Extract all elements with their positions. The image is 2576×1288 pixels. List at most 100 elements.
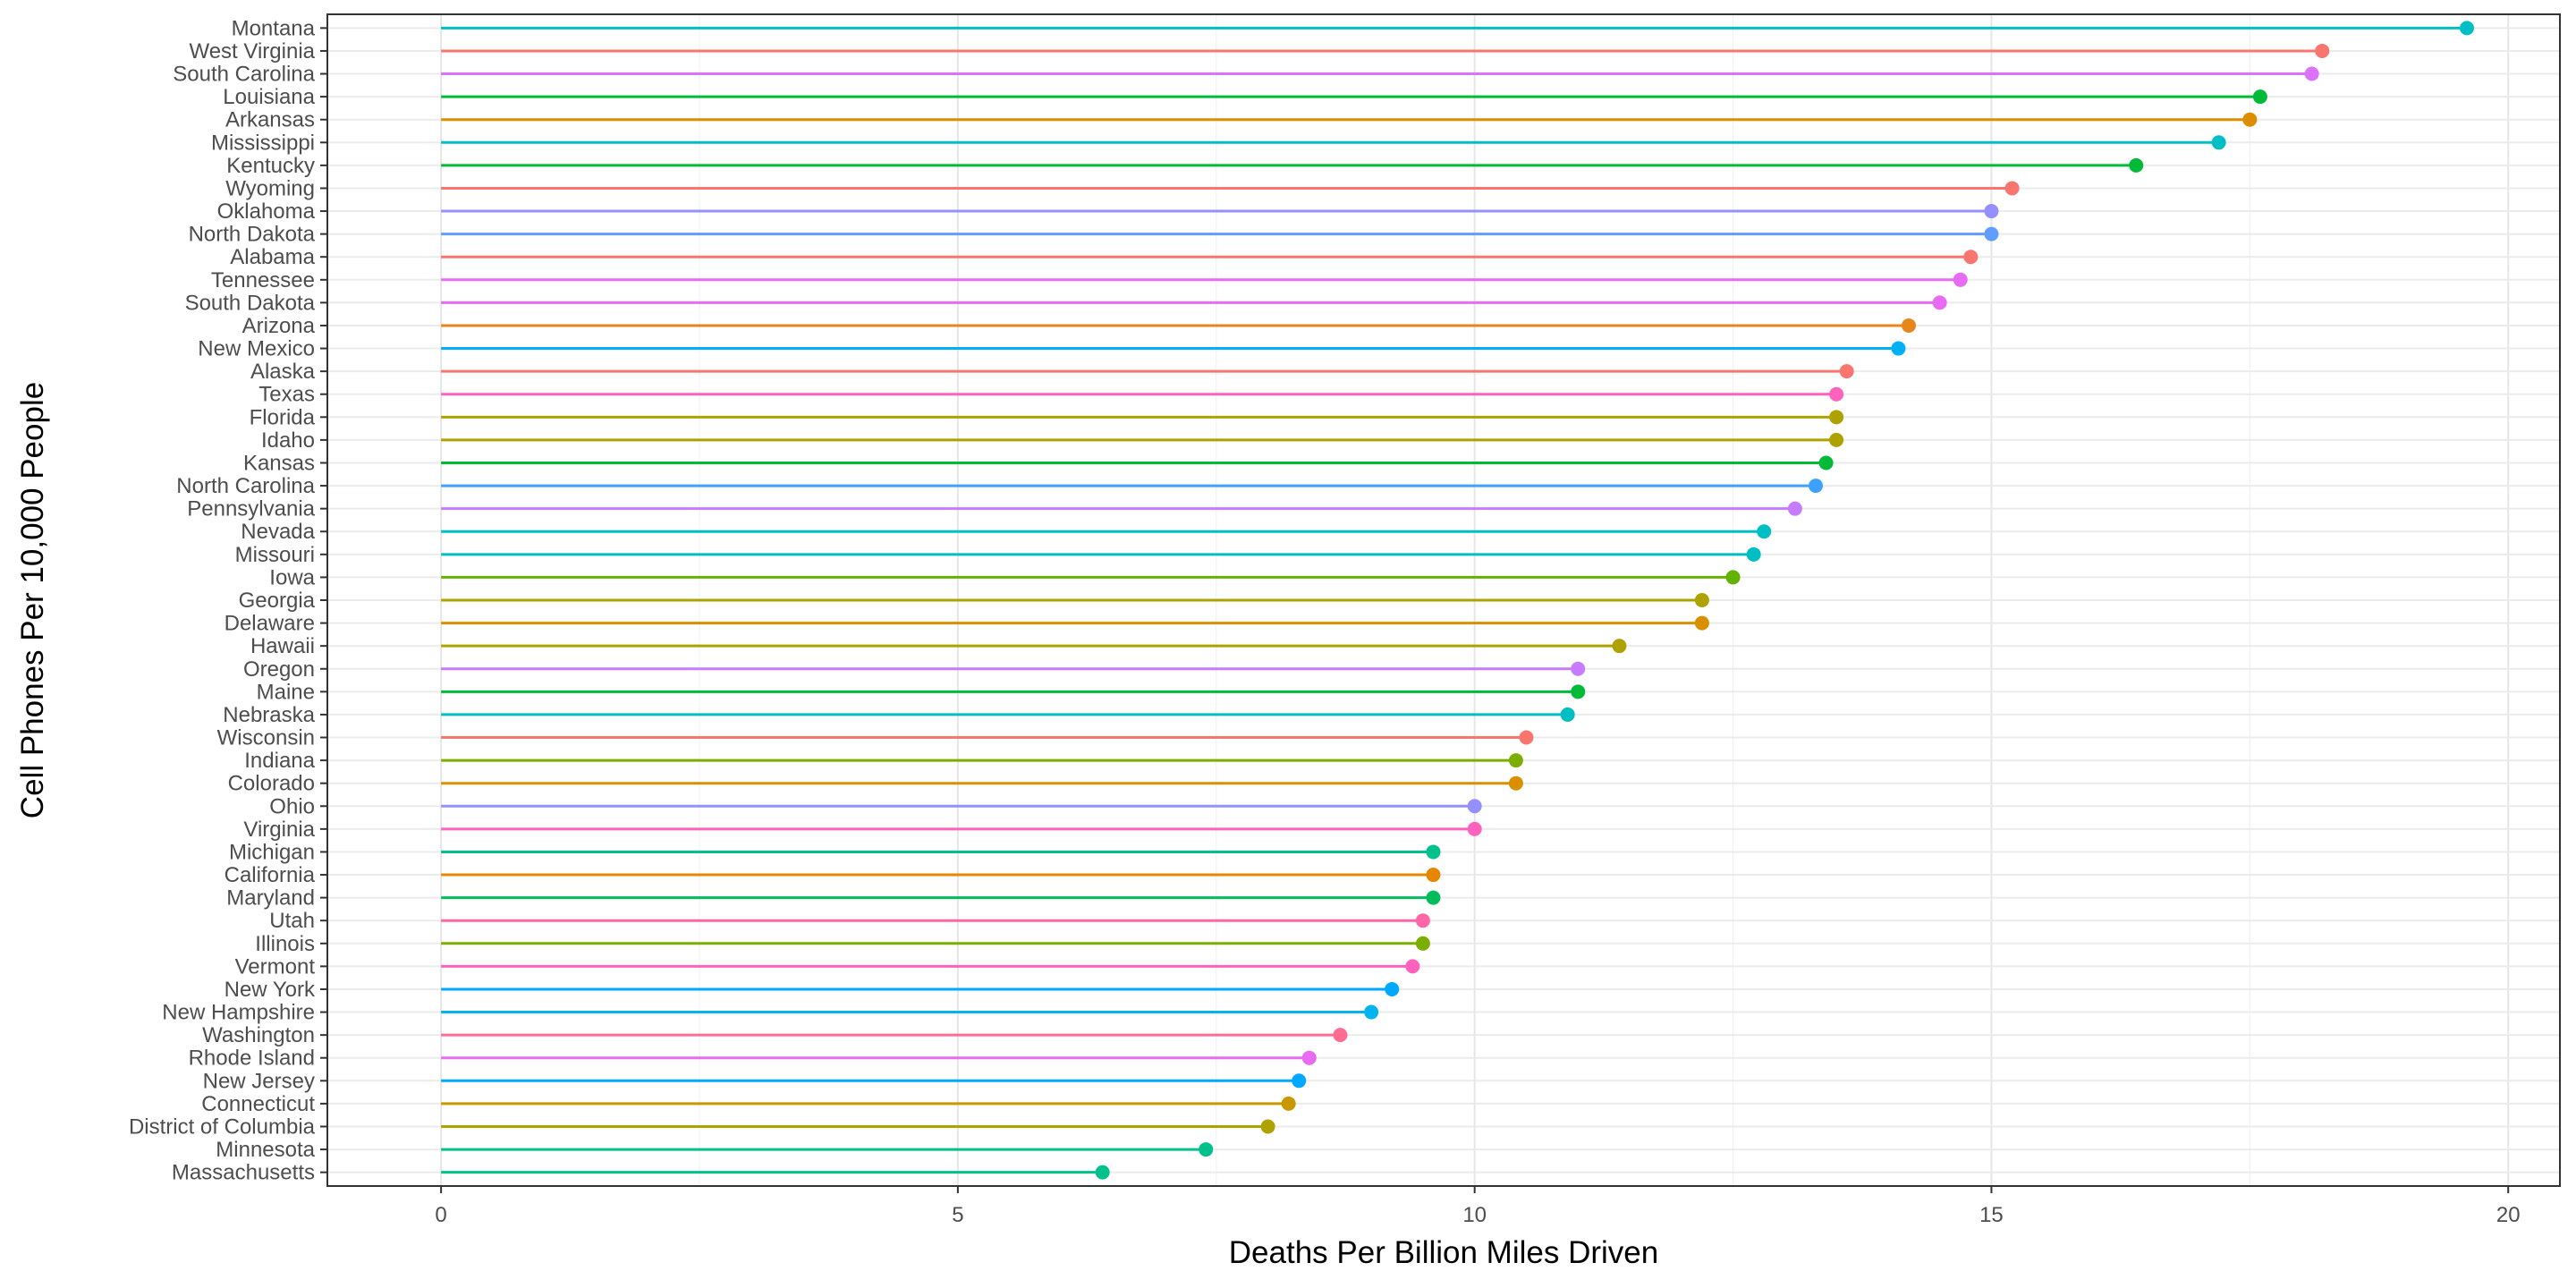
lollipop-point [1725, 570, 1741, 585]
lollipop-point [1746, 547, 1761, 562]
lollipop-point [1519, 730, 1534, 745]
x-tick-label: 20 [2496, 1203, 2521, 1227]
lollipop-point [1829, 432, 1844, 447]
lollipop-point [2460, 21, 2474, 36]
y-tick-label: Wisconsin [217, 726, 315, 750]
lollipop-point [1301, 1050, 1317, 1065]
y-tick-label: Maryland [226, 886, 315, 911]
y-tick-label: Alabama [230, 245, 315, 269]
y-tick-label: Rhode Island [189, 1046, 315, 1071]
lollipop-point [1467, 821, 1482, 836]
lollipop-point [1757, 524, 1772, 539]
y-tick-label: Pennsylvania [187, 497, 315, 521]
y-tick-label: Colorado [228, 772, 315, 796]
lollipop-point [2315, 43, 2330, 58]
x-axis-title: Deaths Per Billion Miles Driven [1229, 1235, 1658, 1270]
y-tick-label: South Carolina [173, 63, 315, 87]
lollipop-point [1426, 890, 1441, 905]
lollipop-marks [441, 21, 2474, 1180]
lollipop-point [1292, 1073, 1307, 1089]
y-tick-label: South Dakota [185, 291, 316, 315]
y-tick-label: Connecticut [201, 1092, 315, 1116]
y-tick-label: Vermont [235, 954, 316, 979]
y-tick-label: Indiana [244, 749, 315, 773]
lollipop-point [1829, 386, 1844, 402]
lollipop-point [1694, 593, 1709, 607]
y-tick-label: Massachusetts [172, 1161, 315, 1185]
lollipop-point [1385, 981, 1400, 996]
lollipop-point [1571, 661, 1586, 676]
lollipop-point [1984, 204, 1999, 219]
y-tick-label: Wyoming [225, 176, 315, 200]
lollipop-point [2211, 135, 2226, 150]
lollipop-point [1508, 753, 1523, 768]
lollipop-point [1902, 318, 1916, 333]
y-axis-title: Cell Phones Per 10,000 People [15, 382, 50, 818]
y-tick-label: Ohio [269, 794, 315, 818]
x-tick-labels: 0 5 10 15 20 [435, 1186, 2521, 1227]
lollipop-point [1199, 1142, 1214, 1157]
y-tick-label: Oregon [243, 657, 315, 682]
lollipop-point [1260, 1119, 1275, 1134]
y-tick-label: Tennessee [211, 268, 315, 292]
y-tick-label: Maine [257, 680, 315, 704]
lollipop-point [1839, 364, 1854, 379]
y-tick-label: New York [225, 978, 316, 1002]
lollipop-point [1818, 455, 1834, 470]
lollipop-point [1333, 1028, 1348, 1043]
y-tick-label: Minnesota [216, 1138, 315, 1162]
lollipop-point [1426, 844, 1441, 860]
lollipop-point [1281, 1096, 1296, 1111]
y-tick-label: North Dakota [189, 223, 316, 247]
lollipop-point [1932, 295, 1947, 310]
lollipop-point [1829, 410, 1844, 425]
y-tick-label: Michigan [229, 840, 315, 864]
y-tick-label: Nevada [241, 520, 315, 544]
y-tick-label: Delaware [225, 612, 315, 636]
lollipop-point [1415, 936, 1430, 951]
y-tick-label: Missouri [235, 543, 315, 567]
x-tick-label: 0 [435, 1203, 446, 1227]
y-tick-label: Iowa [269, 565, 315, 589]
y-tick-label: Oklahoma [217, 199, 316, 224]
lollipop-point [2304, 66, 2319, 81]
lollipop-point [1953, 272, 1968, 287]
y-tick-label: Utah [269, 909, 315, 933]
lollipop-point [1571, 684, 1586, 699]
y-tick-label: Virginia [243, 818, 315, 842]
y-tick-label: New Mexico [198, 337, 315, 361]
x-tick-label: 15 [1979, 1203, 2004, 1227]
y-tick-label: North Carolina [176, 474, 315, 498]
y-tick-label: New Jersey [203, 1069, 315, 1093]
y-tick-label: Montana [232, 16, 316, 40]
y-tick-label: Louisiana [223, 85, 315, 109]
lollipop-point [1405, 959, 1420, 974]
lollipop-point [2129, 157, 2144, 173]
lollipop-point [1560, 707, 1575, 722]
lollipop-point [1426, 868, 1441, 883]
lollipop-point [1095, 1165, 1110, 1180]
lollipop-point [1467, 799, 1482, 814]
y-tick-label: Mississippi [211, 131, 315, 155]
y-tick-label: Arkansas [225, 108, 315, 132]
y-tick-label: District of Columbia [129, 1114, 316, 1139]
y-tick-label: Washington [202, 1023, 315, 1047]
lollipop-point [1984, 226, 1999, 242]
y-tick-label: West Virginia [189, 39, 315, 64]
lollipop-point [1891, 341, 1906, 356]
y-tick-label: Kentucky [226, 154, 315, 178]
lollipop-point [1364, 1004, 1379, 1020]
y-tick-label: Arizona [242, 314, 316, 338]
lollipop-point [1809, 479, 1823, 494]
lollipop-point [2242, 112, 2258, 127]
y-tick-label: Illinois [255, 932, 315, 956]
y-tick-label: Kansas [243, 451, 315, 475]
lollipop-point [1694, 615, 1709, 631]
lollipop-point [1415, 913, 1430, 928]
y-tick-label: Texas [258, 383, 315, 407]
lollipop-point [1963, 250, 1979, 265]
y-tick-label: Alaska [250, 360, 316, 384]
x-tick-label: 10 [1462, 1203, 1487, 1227]
